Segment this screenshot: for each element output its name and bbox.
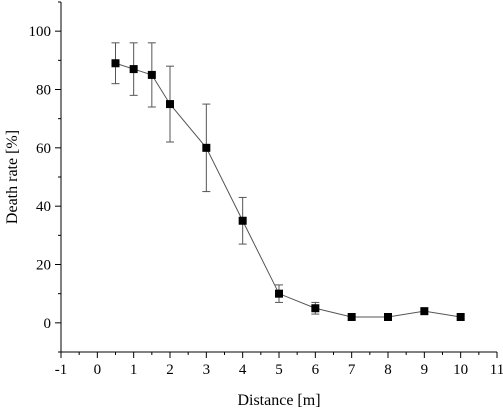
x-tick-label: 10 xyxy=(453,362,468,378)
x-tick-label: 3 xyxy=(203,362,211,378)
y-axis-title: Death rate [%] xyxy=(4,130,21,224)
data-point-marker xyxy=(202,143,211,152)
data-point-marker xyxy=(456,313,465,321)
x-tick-label: 4 xyxy=(239,362,247,378)
y-tick-label: 60 xyxy=(36,141,51,157)
x-tick-label: 6 xyxy=(312,362,320,378)
y-tick-label: 100 xyxy=(29,24,52,40)
x-tick-label: -1 xyxy=(55,362,68,378)
y-tick-label: 40 xyxy=(36,199,51,215)
data-point-marker xyxy=(275,289,283,298)
y-tick-label: 80 xyxy=(36,83,51,99)
x-tick-label: 2 xyxy=(166,362,174,378)
data-point-marker xyxy=(111,59,120,68)
x-tick-label: 11 xyxy=(490,362,503,378)
data-point-marker xyxy=(311,304,320,313)
x-tick-label: 1 xyxy=(130,362,138,378)
data-point-marker xyxy=(166,100,174,109)
x-tick-label: 5 xyxy=(275,362,283,378)
x-tick-label: 8 xyxy=(384,362,392,378)
x-tick-label: 7 xyxy=(348,362,356,378)
x-tick-label: 0 xyxy=(94,362,102,378)
plot-area xyxy=(111,42,465,321)
x-axis-title: Distance [m] xyxy=(237,392,320,409)
y-tick-label: 0 xyxy=(44,316,52,332)
x-tick-label: 9 xyxy=(421,362,429,378)
data-point-marker xyxy=(129,65,138,74)
y-tick-label: 20 xyxy=(36,258,51,274)
data-point-marker xyxy=(420,307,429,316)
data-point-marker xyxy=(238,216,247,225)
data-point-marker xyxy=(384,313,392,321)
data-point-marker xyxy=(147,70,156,79)
axes: 0 20 40 60 80 100 -1 0 1 2 3 4 5 6 7 8 9 10 11 xyxy=(29,1,503,378)
data-point-marker xyxy=(347,313,356,321)
